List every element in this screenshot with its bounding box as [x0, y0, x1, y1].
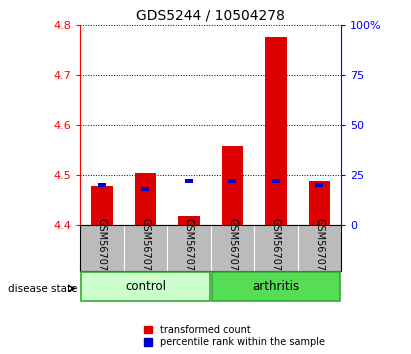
FancyBboxPatch shape — [81, 273, 210, 301]
Text: GSM567073: GSM567073 — [184, 218, 194, 278]
Bar — [272, 179, 280, 183]
Text: GSM567079: GSM567079 — [314, 218, 324, 278]
Text: arthritis: arthritis — [252, 280, 300, 293]
Bar — [222, 146, 243, 225]
Bar — [309, 181, 330, 225]
FancyBboxPatch shape — [212, 273, 340, 301]
Title: GDS5244 / 10504278: GDS5244 / 10504278 — [136, 8, 285, 22]
Bar — [265, 37, 287, 225]
Bar — [134, 173, 156, 225]
Text: disease state: disease state — [8, 284, 78, 293]
Text: control: control — [125, 280, 166, 293]
Bar — [141, 187, 149, 190]
Bar — [316, 183, 323, 187]
Bar — [91, 186, 113, 225]
Text: GSM567072: GSM567072 — [141, 218, 150, 278]
Bar — [229, 179, 236, 183]
Bar — [185, 179, 193, 183]
Text: GSM567078: GSM567078 — [271, 218, 281, 278]
Text: GSM567077: GSM567077 — [227, 218, 238, 278]
Text: GSM567071: GSM567071 — [97, 218, 107, 278]
Bar — [98, 183, 106, 187]
Legend: transformed count, percentile rank within the sample: transformed count, percentile rank withi… — [141, 323, 327, 349]
Bar — [178, 216, 200, 225]
